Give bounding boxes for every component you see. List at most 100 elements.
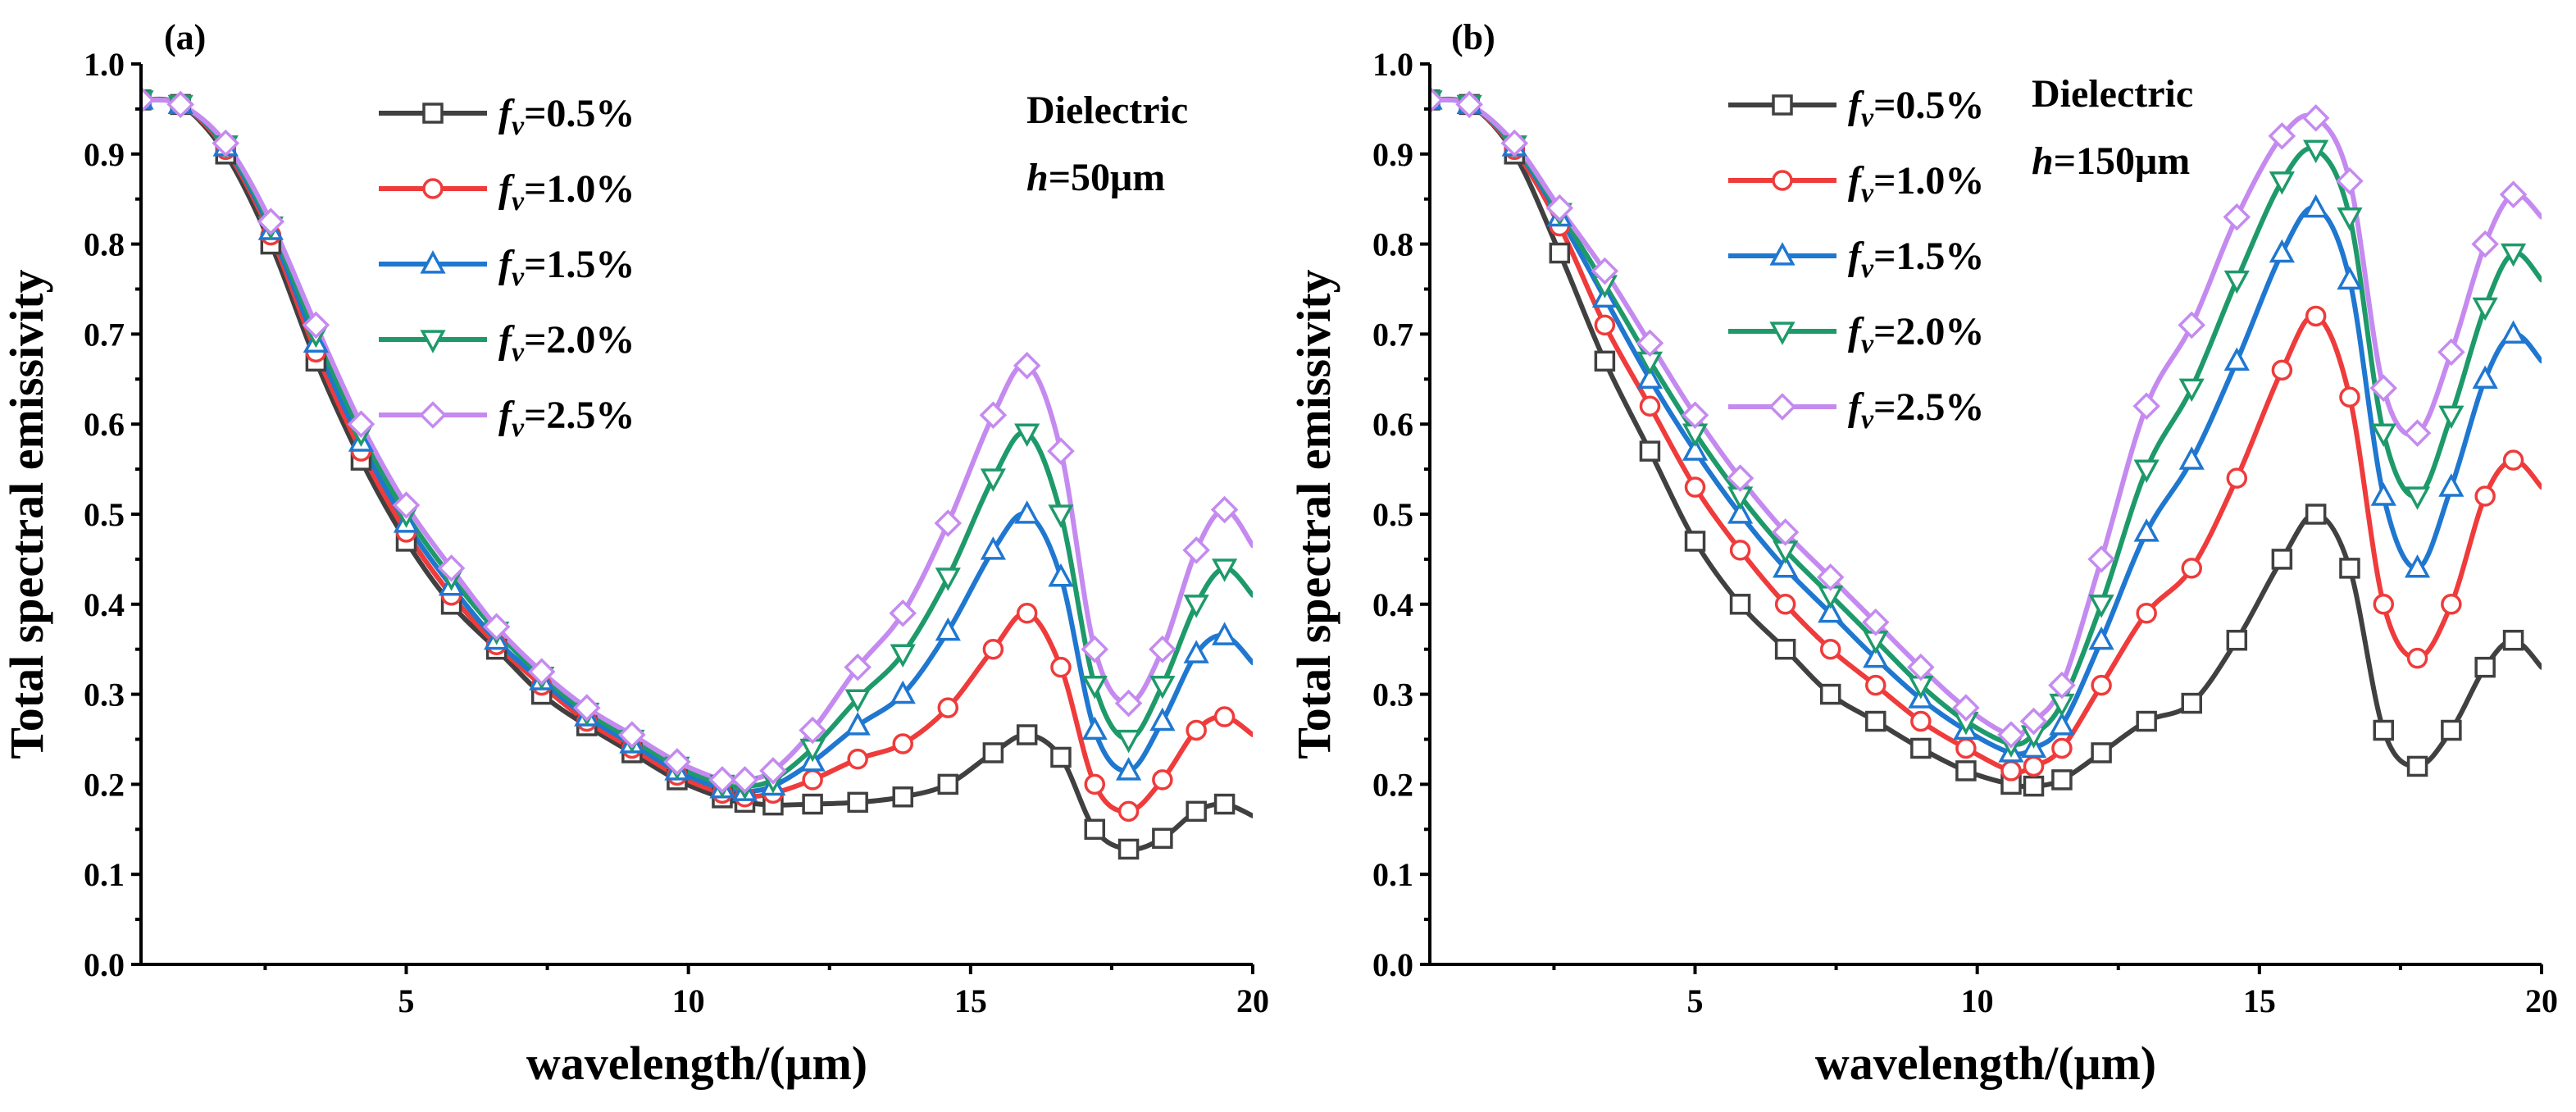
data-point-s4-p22 (1047, 437, 1075, 465)
data-point-s0-p12 (1955, 760, 1977, 782)
data-point-s3-p24 (1115, 729, 1142, 754)
data-point-s0-p9 (1819, 683, 1841, 705)
data-point-s3-p20 (980, 468, 1006, 492)
data-point-s1-p7 (1729, 540, 1751, 561)
data-point-s0-p6 (1684, 531, 1706, 552)
data-point-s1-p26 (2474, 485, 2496, 507)
data-point-s4-p13 (1997, 721, 2025, 749)
data-point-s2-p19 (935, 617, 961, 641)
data-point-s3-p25 (2438, 405, 2464, 430)
data-point-s3-p25 (1149, 675, 1176, 700)
y-tick-label: 0.9 (1372, 136, 1413, 173)
data-point-s1-p12 (1955, 737, 1977, 759)
y-tick-label: 0.0 (1372, 946, 1413, 983)
x-tick-label: 15 (954, 982, 987, 1019)
data-point-s1-p16 (802, 769, 823, 791)
data-point-s4-p11 (1907, 653, 1935, 681)
panel-label: (a) (164, 17, 206, 57)
data-point-s4-p23 (1081, 635, 1109, 663)
data-point-s0-p27 (1213, 793, 1236, 815)
data-point-s1-p8 (1774, 594, 1796, 615)
y-tick-label: 0.4 (84, 586, 125, 623)
data-point-s2-p23 (1081, 716, 1108, 741)
data-point-s1-p27 (2502, 449, 2524, 471)
data-point-s0-p18 (892, 786, 913, 808)
data-point-s1-p15 (2051, 737, 2073, 759)
data-point-s4-p20 (979, 401, 1008, 429)
legend-entry-2: fv=1.5% (379, 243, 635, 292)
legend-label: fv=1.5% (1848, 235, 1984, 284)
data-point-s3-p27 (2500, 243, 2527, 267)
data-point-s3-p23 (1081, 675, 1108, 700)
legend-marker (420, 250, 446, 274)
data-point-s4-p7 (437, 554, 466, 582)
data-point-s2-p5 (1636, 365, 1663, 389)
data-point-s2-p26 (1183, 640, 1209, 663)
data-point-s0-p25 (2441, 719, 2462, 741)
data-point-s4-p18 (2178, 311, 2206, 340)
data-point-s4-p25 (1149, 635, 1176, 663)
y-tick-label: 0.5 (84, 496, 125, 533)
legend-marker (1769, 321, 1795, 345)
data-point-s1-p17 (2136, 603, 2157, 624)
x-tick-label: 5 (398, 982, 415, 1019)
data-point-s0-p27 (2502, 629, 2524, 651)
legend-entry-3: fv=2.0% (379, 318, 635, 367)
data-point-s1-p22 (1050, 656, 1072, 678)
data-point-s3-p27 (1211, 558, 1238, 582)
data-point-s4-p7 (1726, 464, 1755, 492)
data-point-s1-p19 (937, 697, 959, 718)
data-point-s2-p7 (1727, 500, 1754, 524)
y-axis-title: Total spectral emissivity (1287, 269, 1340, 759)
x-tick-label: 10 (1961, 982, 1994, 1019)
data-point-s2-p20 (980, 536, 1006, 560)
data-point-s2-p23 (2370, 482, 2396, 506)
data-point-s4-p13 (708, 766, 736, 794)
y-tick-label: 1.0 (1372, 46, 1413, 83)
legend-marker (419, 401, 447, 429)
y-tick-label: 0.8 (84, 226, 125, 263)
legend-label: fv=2.0% (1848, 310, 1984, 359)
data-point-s0-p18 (2181, 692, 2202, 714)
data-point-s2-p10 (1863, 644, 1889, 668)
data-point-s1-p19 (2226, 467, 2248, 489)
data-point-s4-p20 (2268, 122, 2296, 150)
data-point-s3-p17 (844, 689, 871, 713)
y-tick-label: 0.7 (1372, 316, 1413, 353)
data-point-s4-p27 (2499, 180, 2528, 208)
data-point-s2-p18 (2178, 446, 2205, 470)
data-point-s4-p5 (1636, 329, 1664, 358)
y-tick-label: 0.2 (1372, 766, 1413, 803)
series-line-2 (141, 97, 1253, 795)
data-point-s0-p11 (1910, 737, 1932, 759)
legend-label: fv=1.5% (498, 243, 635, 292)
data-point-s0-p20 (2271, 549, 2293, 570)
data-point-s3-p19 (935, 567, 961, 591)
data-point-s0-p15 (2051, 769, 2073, 791)
data-point-s4-p17 (2132, 392, 2160, 421)
y-tick-label: 0.5 (1372, 496, 1413, 533)
data-point-s4-p14 (730, 766, 759, 794)
data-point-s4-p12 (1952, 694, 1980, 722)
data-point-s4-p15 (759, 757, 787, 785)
legend-entry-1: fv=1.0% (1728, 159, 1984, 208)
data-point-s1-p22 (2339, 386, 2360, 408)
data-point-s2-p9 (1818, 599, 1844, 623)
data-point-s4-p3 (257, 207, 285, 235)
data-point-s0-p14 (2023, 775, 2045, 797)
data-point-s4-p18 (889, 599, 917, 627)
data-point-s2-p15 (2049, 712, 2075, 736)
data-point-s0-p26 (2474, 656, 2496, 678)
data-point-s1-p18 (2181, 558, 2202, 579)
data-point-s4-p9 (527, 658, 556, 686)
panel-a: 0.0 0.1 0.2 0.3 0.4 0.5 0.6 0.7 0.8 0.9 1.0 5 10 15 20… (0, 17, 1269, 1090)
data-point-s1-p6 (1684, 476, 1706, 498)
data-point-s0-p16 (2091, 742, 2112, 763)
data-point-s4-p6 (392, 491, 421, 519)
data-point-s0-p4 (1594, 350, 1616, 372)
x-tick-label: 5 (1687, 982, 1704, 1019)
data-point-s4-p0 (1430, 86, 1444, 114)
data-point-s0-p8 (1774, 638, 1796, 660)
data-point-s4-p11 (618, 721, 646, 749)
data-point-s3-p18 (2178, 378, 2205, 403)
